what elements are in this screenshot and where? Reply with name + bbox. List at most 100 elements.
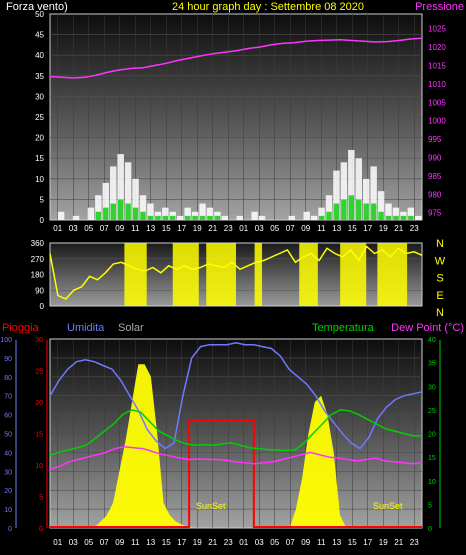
humidity-tick-label: 0 [8, 526, 12, 533]
temperature-tick-label: 30 [428, 384, 436, 391]
wind-gust-bar [318, 215, 325, 220]
x-tick-label: 11 [131, 224, 140, 233]
x-tick-label: 01 [53, 538, 62, 547]
wind-speed-bar [362, 178, 370, 220]
wind-speed-bar [236, 215, 243, 220]
wind-gust-bar [162, 215, 169, 220]
direction-tick-label: 270 [31, 255, 45, 264]
x-tick-label: 13 [332, 538, 341, 547]
x-tick-label: 01 [239, 538, 248, 547]
wind-gust-bar [393, 215, 399, 220]
wind-gust-bar [125, 203, 131, 220]
compass-e-label: E [436, 290, 443, 302]
wind-gust-bar [199, 215, 206, 220]
temperature-legend: Temperatura [312, 322, 375, 334]
direction-dense-band [172, 243, 199, 306]
pressure-axis: 975 980 985 990 995 1000 1005 1010 1015 1020 1025 [428, 25, 446, 218]
wind-speed-bar [288, 215, 296, 220]
wind-gust-bar [356, 199, 362, 220]
wind-speed-bar [407, 207, 415, 220]
wind-direction-line [49, 245, 423, 300]
humidity-axis: 0 10 20 30 40 50 60 70 80 90 100 [0, 337, 12, 533]
humidity-tick-label: 20 [4, 488, 12, 495]
pressure-tick-label: 975 [428, 209, 442, 218]
x-tick-label: 07 [100, 538, 109, 547]
wind-gust-bar [192, 215, 198, 220]
x-tick-label: 23 [224, 538, 233, 547]
wind-gust-bar [348, 195, 355, 220]
x-tick-label: 23 [410, 224, 419, 233]
wind-speed-bar [95, 195, 102, 220]
x-tick-label: 09 [115, 224, 124, 233]
wind-speed-bar [176, 215, 184, 220]
x-tick-label: 09 [301, 224, 310, 233]
wind-gust-bar [370, 203, 377, 220]
x-tick-label: 23 [224, 224, 233, 233]
wind-tick-label: 5 [40, 195, 45, 204]
x-tick-label: 15 [348, 538, 357, 547]
wind-speed-bar [87, 207, 95, 220]
temperature-tick-label: 20 [428, 432, 436, 439]
x-tick-label: 21 [394, 538, 403, 547]
wind-speed-label: Forza vento) [6, 1, 68, 13]
wind-speed-bar [392, 207, 400, 220]
direction-dense-band [206, 243, 236, 306]
wind-speed-bar [206, 207, 214, 220]
wind-speed-bar [258, 215, 266, 220]
x-tick-label: 19 [193, 224, 202, 233]
direction-dense-band [124, 243, 147, 306]
solar-legend: Solar [118, 322, 144, 334]
x-tick-label: 17 [363, 224, 372, 233]
humidity-line [49, 342, 423, 450]
wind-speed-bar [139, 195, 147, 220]
x-tick-label: 07 [100, 224, 109, 233]
x-tick-label: 01 [239, 224, 248, 233]
x-tick-label: 05 [270, 538, 279, 547]
wind-gust-bar [214, 215, 221, 220]
wind-gust-bar [326, 211, 332, 220]
pressure-tick-label: 1020 [428, 43, 446, 52]
wind-speed-bar [370, 166, 377, 220]
wind-speed-bar [147, 203, 154, 220]
direction-dense-band [254, 243, 263, 306]
wind-gust-bar [95, 211, 102, 220]
rain-tick-label: 5 [39, 495, 43, 502]
wind-speed-bar [162, 207, 169, 220]
x-tick-label: 19 [379, 538, 388, 547]
temperature-axis: 0 5 10 15 20 25 30 35 40 [428, 337, 436, 533]
rain-tick-label: 10 [35, 463, 43, 470]
wind-tick-label: 40 [35, 51, 44, 60]
wind-tick-label: 0 [40, 216, 45, 225]
pressure-tick-label: 1015 [428, 62, 446, 71]
pressure-tick-label: 990 [428, 153, 442, 162]
x-tick-label: 05 [84, 538, 93, 547]
wind-gust-bar [408, 215, 414, 220]
wind-speed-bar [355, 158, 362, 220]
x-tick-label: 17 [363, 538, 372, 547]
wind-gust-bar [140, 211, 146, 220]
x-tick-label: 11 [317, 538, 326, 547]
rain-axis: 0 5 10 15 20 25 30 [35, 337, 43, 533]
temperature-tick-label: 10 [428, 479, 436, 486]
x-tick-label: 13 [332, 224, 341, 233]
wind-tick-label: 15 [35, 154, 44, 163]
x-tick-label: 21 [394, 224, 403, 233]
dewpoint-line [49, 445, 423, 470]
wind-gust-bar [117, 199, 124, 220]
x-tick-label: 03 [69, 224, 78, 233]
wind-gust-bar [147, 215, 154, 220]
wind-speed-bar [72, 215, 80, 220]
wind-direction-marks [49, 243, 423, 306]
wind-tick-label: 25 [35, 113, 44, 122]
compass-n-label: N [436, 238, 444, 250]
sunset-label-2: SunSet [373, 501, 403, 511]
temperature-tick-label: 0 [428, 526, 432, 533]
x-tick-label: 09 [301, 538, 310, 547]
x-tick-label: 11 [131, 538, 140, 547]
x-tick-label: 07 [286, 538, 295, 547]
temperature-line [49, 409, 422, 456]
humidity-tick-label: 100 [0, 337, 12, 344]
